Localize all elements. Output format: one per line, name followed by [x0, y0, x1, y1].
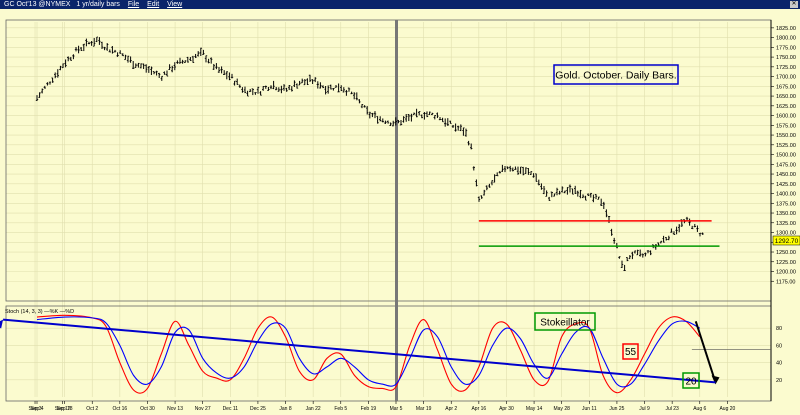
- y-tick-label: 1375.00: [776, 201, 796, 207]
- y-tick-label: 1350.00: [776, 211, 796, 217]
- panel-frames: [5, 19, 772, 402]
- x-tick-label: Jun 11: [582, 406, 597, 412]
- x-tick-label: Oct 16: [112, 406, 127, 412]
- x-tick-label: Sep 3: [28, 406, 41, 412]
- x-tick-label: Oct 30: [140, 406, 155, 412]
- x-tick-label: Dec 11: [223, 406, 239, 412]
- y-tick-label: 1525.00: [776, 143, 796, 149]
- x-tick-label: Apr 2: [445, 406, 457, 412]
- y-tick-label: 1400.00: [776, 192, 796, 198]
- window-title: GC Oct'13 @NYMEX: [4, 1, 71, 8]
- price-lines: [478, 220, 720, 247]
- x-tick-label: Sep 4: [30, 406, 43, 412]
- x-tick-label: Mar 5: [390, 406, 403, 412]
- y-tick-label: 1625.00: [776, 104, 796, 110]
- price-title-box: [553, 64, 679, 85]
- close-icon[interactable]: ✕: [790, 1, 798, 8]
- y-tick-label: 1300.00: [776, 231, 796, 237]
- x-tick-label: Sep 18: [57, 406, 73, 412]
- value-20-box: [682, 372, 700, 389]
- y-tick-label: 1175.00: [776, 279, 795, 285]
- y-tick-label: 1600.00: [776, 114, 796, 120]
- arrowhead-down: [711, 375, 720, 385]
- grid: [6, 22, 771, 397]
- y-tick-label: 1200.00: [776, 270, 796, 276]
- x-tick-label: May 14: [526, 406, 543, 412]
- y-tick-label: 1575.00: [776, 123, 796, 129]
- stoch-y-tick-label: 40: [776, 361, 782, 367]
- y-tick-label: 1700.00: [776, 75, 796, 81]
- price-title: Gold. October. Daily Bars.: [555, 70, 676, 82]
- projection-up-arrow: [2, 318, 716, 384]
- stoch-line-d: [36, 316, 701, 388]
- annotations: Gold. October. Daily Bars. Stokeillator …: [5, 64, 800, 389]
- x-tick-label: Jun 25: [609, 406, 624, 412]
- value-55-box: [622, 343, 639, 360]
- menu-view[interactable]: View: [167, 1, 183, 8]
- x-tick-label: Apr 16: [471, 406, 486, 412]
- x-tick-label: Jul 9: [639, 406, 650, 412]
- chart-canvas: 1825.00 1800.00 1775.00 1750.00 1725.00 1700.…: [0, 9, 800, 415]
- value-55-label: 55: [625, 347, 637, 358]
- window-titlebar: GC Oct'13 @NYMEX 1 yr/daily bars File Ed…: [0, 0, 800, 9]
- x-tick-label: Jan 8: [279, 406, 291, 412]
- last-price-tag: [772, 235, 800, 246]
- stoch-y-tick-label: 80: [776, 326, 782, 332]
- y-tick-label: 1250.00: [776, 250, 796, 256]
- x-tick-label: Aug 20: [719, 406, 735, 412]
- x-tick-label: Mar 19: [416, 406, 432, 412]
- y-tick-label: 1750.00: [776, 55, 796, 61]
- stoch-y-tick-label: 60: [776, 343, 782, 349]
- stoch-line-k: [36, 314, 701, 394]
- arrowhead-up: [0, 319, 4, 329]
- y-tick-label: 1475.00: [776, 162, 796, 168]
- x-tick-label: May 28: [553, 406, 570, 412]
- y-tick-label: 1675.00: [776, 84, 796, 90]
- stoch-panel-label: Stoch (14, 3, 3) —%K —%D: [5, 309, 74, 315]
- interval-selector[interactable]: 1 yr/daily bars: [76, 1, 120, 8]
- stoch-title-box: [534, 312, 596, 331]
- stoch-y-tick-label: 20: [776, 378, 782, 384]
- x-tick-label: Aug 6: [693, 406, 706, 412]
- x-tick-label: Jan 22: [306, 406, 321, 412]
- x-tick-label: Nov 13: [167, 406, 183, 412]
- y-tick-label: 1550.00: [776, 133, 796, 139]
- stoch-title: Stokeillator: [540, 318, 590, 329]
- menu-file[interactable]: File: [127, 1, 140, 8]
- x-tick-label: Nov 27: [195, 406, 211, 412]
- projection-down-arrow: [694, 321, 717, 383]
- y-tick-label: 1800.00: [776, 36, 796, 42]
- menu-edit[interactable]: Edit: [147, 1, 160, 8]
- y-tick-label: 1725.00: [776, 65, 796, 71]
- x-tick-label: Feb 5: [334, 406, 347, 412]
- y-tick-label: 1225.00: [776, 260, 796, 266]
- y-tick-label: 1650.00: [776, 94, 796, 100]
- x-tick-label: Sep 17: [55, 406, 71, 412]
- price-bars: [35, 36, 704, 272]
- x-tick-label: Apr 30: [499, 406, 514, 412]
- last-price-value: 1292.70: [775, 238, 799, 245]
- stochastic-panel: [0, 314, 771, 394]
- y-tick-label: 1775.00: [776, 45, 796, 51]
- value-20-label: 20: [685, 377, 697, 388]
- y-tick-label: 1825.00: [776, 26, 796, 32]
- x-tick-label: Jul 23: [665, 406, 679, 412]
- x-tick-label: Oct 2: [86, 406, 98, 412]
- y-tick-label: 1425.00: [776, 182, 796, 188]
- y-tick-label: 1325.00: [776, 221, 796, 227]
- y-tick-label: 1500.00: [776, 153, 796, 159]
- x-tick-label: Dec 25: [250, 406, 266, 412]
- x-tick-label: Feb 19: [361, 406, 377, 412]
- y-tick-label: 1450.00: [776, 172, 796, 178]
